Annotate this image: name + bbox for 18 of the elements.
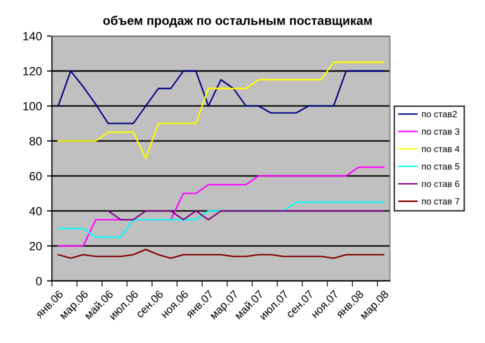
legend-label: по став 6 — [422, 180, 460, 188]
y-tick-label: 60 — [30, 172, 42, 180]
legend-label: по став 7 — [422, 198, 460, 204]
line-series — [57, 62, 384, 160]
y-tick-label: 40 — [29, 206, 42, 216]
y-tick-label: 140 — [23, 32, 42, 40]
y-tick-label: 20 — [30, 242, 42, 250]
y-tick-label: 80 — [30, 137, 42, 146]
y-tick-label: 100 — [23, 102, 42, 110]
y-tick-label: 120 — [23, 67, 42, 76]
chart-title: объем продаж по остальным поставщикам — [103, 16, 372, 28]
line-series — [57, 248, 384, 259]
legend-label: по став 5 — [422, 163, 460, 170]
line-series — [57, 70, 384, 124]
legend-label: по став2 — [422, 110, 457, 118]
legend-label: по став 4 — [422, 146, 460, 152]
y-tick-label: 0 — [36, 276, 42, 286]
legend-label: по став 3 — [422, 128, 460, 135]
